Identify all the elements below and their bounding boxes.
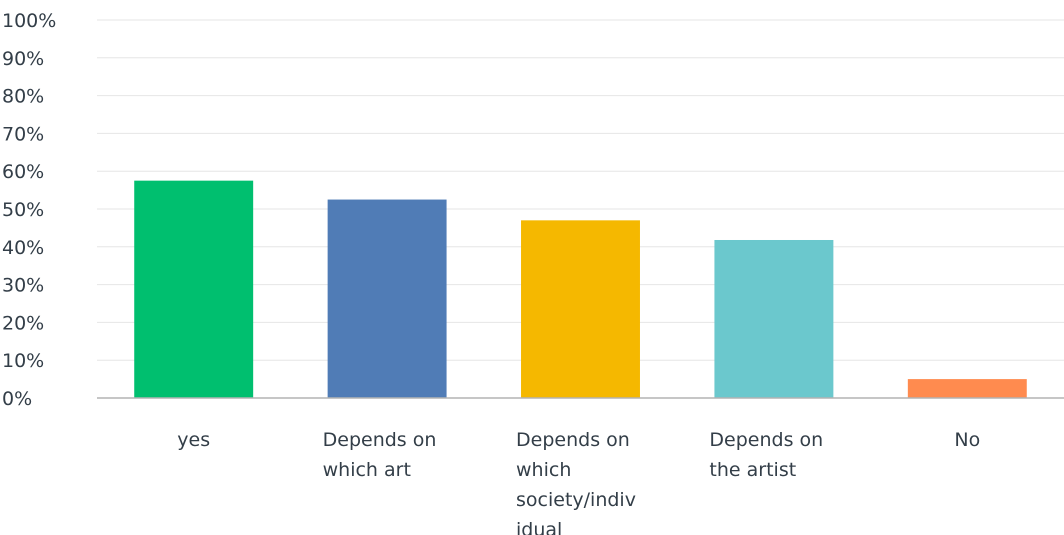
x-category-label-line: which art <box>323 459 411 481</box>
x-category-label: Depends on which art <box>323 429 437 481</box>
x-category-label-line: Depends on <box>709 429 823 451</box>
x-category-label-line: Depends on <box>516 429 630 451</box>
y-axis-tick-labels: 0% 10% 20% 30% 40% 50% 60% 70% 80% 90% 100% <box>2 10 56 410</box>
gridlines <box>97 19 1064 361</box>
bar <box>714 239 834 398</box>
x-category-label-line: No <box>954 429 980 451</box>
y-tick-label: 0% <box>2 388 32 410</box>
x-category-label: Depends on which society/indiv idual <box>516 429 636 535</box>
x-category-label: Depends on the artist <box>709 429 823 481</box>
x-category-label: No <box>954 429 980 451</box>
x-axis-category-labels: yes Depends on which art Depends on which soc… <box>177 429 980 535</box>
bar <box>134 180 254 398</box>
y-tick-label: 80% <box>2 86 44 108</box>
bars <box>134 180 1027 398</box>
y-tick-label: 20% <box>2 312 44 334</box>
x-category-label-line: which <box>516 459 571 481</box>
x-category-label: yes <box>177 429 210 451</box>
bar <box>327 199 447 398</box>
bar <box>907 379 1027 398</box>
x-category-label-line: Depends on <box>323 429 437 451</box>
x-category-label-line: society/indiv <box>516 489 636 511</box>
bar <box>521 220 640 398</box>
y-tick-label: 50% <box>2 199 44 221</box>
y-tick-label: 70% <box>2 123 44 145</box>
x-category-label-line: the artist <box>709 459 796 481</box>
y-tick-label: 10% <box>2 350 44 372</box>
x-category-label-line: yes <box>177 429 210 451</box>
y-tick-label: 40% <box>2 237 44 259</box>
x-category-label-line: idual <box>516 519 562 535</box>
y-tick-label: 90% <box>2 48 44 70</box>
y-tick-label: 30% <box>2 275 44 297</box>
y-tick-label: 60% <box>2 161 44 183</box>
y-tick-label: 100% <box>2 10 56 32</box>
